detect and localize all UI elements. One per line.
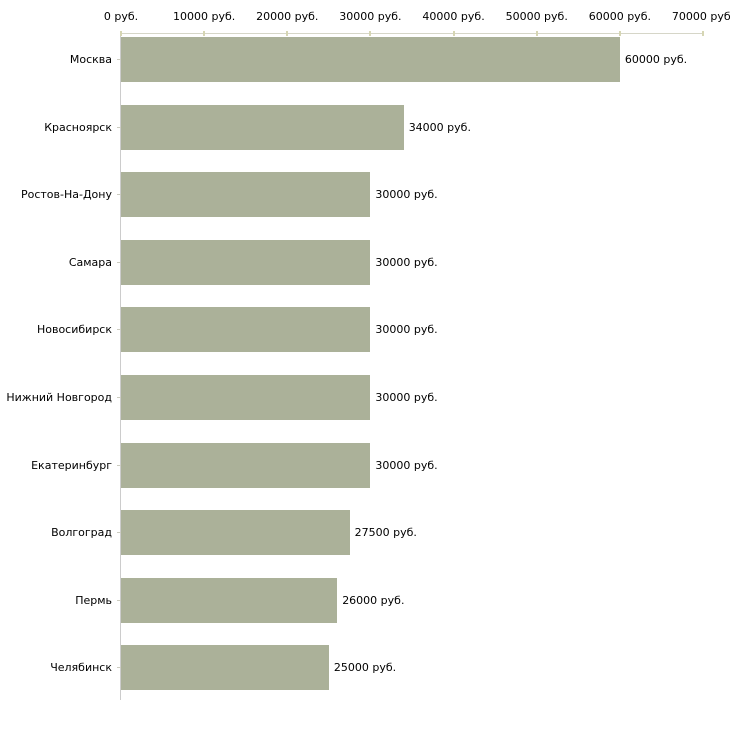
bar-row-inner: Екатеринбург 30000 руб. (0, 442, 730, 488)
category-tick-mark (117, 59, 121, 60)
bar-row: Волгоград 27500 руб. (0, 506, 730, 574)
x-axis-tick-label: 20000 руб. (256, 10, 319, 23)
category-tick-mark (117, 532, 121, 534)
value-label: 30000 руб. (375, 188, 438, 202)
x-axis-tick-mark (702, 31, 704, 36)
category-label: Екатеринбург (31, 458, 112, 472)
category-label: Нижний Новгород (6, 390, 112, 404)
bar-rows: Москва 60000 руб. Красноярск 34000 руб. … (0, 33, 730, 709)
category-tick-mark (117, 329, 121, 331)
x-axis-tick-mark (203, 31, 206, 36)
bar-row: Самара 30000 руб. (0, 236, 730, 304)
category-tick-mark (117, 396, 121, 398)
bar (121, 239, 371, 285)
category-label: Челябинск (50, 661, 112, 675)
bar (121, 37, 620, 82)
bar-row-inner: Пермь 26000 руб. (0, 577, 730, 623)
category-label: Красноярск (44, 120, 112, 134)
bar (121, 442, 371, 488)
category-label: Ростов-На-Дону (20, 188, 112, 202)
bar (121, 307, 371, 353)
x-axis-tick-label: 50000 руб. (505, 10, 568, 23)
value-label: 25000 руб. (333, 661, 397, 675)
bar-row-inner: Челябинск 25000 руб. (0, 645, 730, 691)
category-label: Самара (68, 255, 112, 269)
bar-row: Пермь 26000 руб. (0, 574, 730, 642)
category-tick-mark (117, 599, 121, 601)
category-tick-mark (117, 126, 121, 128)
value-label: 60000 руб. (624, 53, 688, 66)
x-axis-tick-label: 10000 руб. (173, 10, 236, 23)
bar (121, 374, 371, 420)
x-axis-tick-label: 60000 руб. (588, 10, 651, 23)
bar-row: Екатеринбург 30000 руб. (0, 439, 730, 507)
bar (121, 577, 338, 623)
category-label: Пермь (75, 593, 112, 607)
x-axis-tick-label: 0 руб. (103, 10, 139, 23)
category-tick-mark (117, 194, 121, 196)
bar-row: Нижний Новгород 30000 руб. (0, 371, 730, 439)
bar (121, 645, 329, 691)
category-label: Волгоград (51, 526, 112, 540)
value-label: 30000 руб. (375, 323, 438, 337)
value-label: 27500 руб. (354, 526, 417, 540)
x-axis-tick-mark (120, 31, 122, 36)
bar-row-inner: Самара 30000 руб. (0, 239, 730, 285)
bar (121, 172, 371, 218)
bar (121, 510, 350, 556)
y-axis-line (120, 33, 121, 700)
value-label: 30000 руб. (375, 255, 438, 269)
category-tick-mark (117, 261, 121, 263)
bar-row-inner: Москва 60000 руб. (0, 37, 730, 82)
bar (121, 104, 404, 150)
bar-row: Москва 60000 руб. (0, 33, 730, 101)
bar-row: Новосибирск 30000 руб. (0, 303, 730, 371)
bar-row-inner: Новосибирск 30000 руб. (0, 307, 730, 353)
value-label: 30000 руб. (375, 390, 438, 404)
x-axis-tick-mark (452, 31, 455, 36)
x-axis-tick-label: 40000 руб. (422, 10, 485, 23)
x-axis-tick-mark (535, 31, 538, 36)
bar-row-inner: Нижний Новгород 30000 руб. (0, 374, 730, 420)
value-label: 26000 руб. (342, 593, 405, 607)
x-axis-tick-label: 30000 руб. (339, 10, 402, 23)
x-axis-tick-mark (286, 31, 289, 36)
x-axis-tick-label: 70000 руб. (671, 10, 730, 23)
bar-row: Красноярск 34000 руб. (0, 101, 730, 169)
bar-row-inner: Ростов-На-Дону 30000 руб. (0, 172, 730, 218)
category-tick-mark (117, 667, 121, 669)
value-label: 34000 руб. (408, 120, 471, 134)
bar-row-inner: Красноярск 34000 руб. (0, 104, 730, 150)
bar-row: Челябинск 25000 руб. (0, 641, 730, 709)
value-label: 30000 руб. (375, 458, 438, 472)
bar-row: Ростов-На-Дону 30000 руб. (0, 168, 730, 236)
x-axis-tick-mark (369, 31, 372, 36)
category-tick-mark (117, 464, 121, 466)
bar-row-inner: Волгоград 27500 руб. (0, 510, 730, 556)
category-label: Москва (69, 53, 112, 66)
x-axis-line (121, 33, 703, 34)
category-label: Новосибирск (36, 323, 112, 337)
x-axis-tick-mark (618, 31, 621, 36)
